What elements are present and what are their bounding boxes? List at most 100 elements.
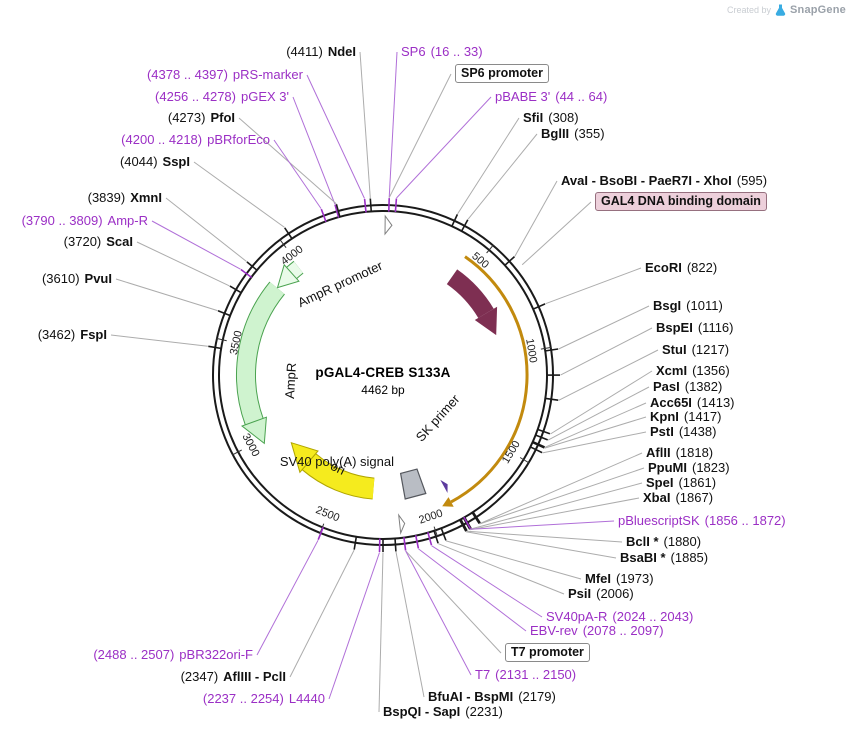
xcmi-name: XcmI bbox=[656, 363, 688, 378]
feature-box-gal4-dbd-box[interactable]: GAL4 DNA binding domain bbox=[595, 192, 767, 211]
site-label-bspei[interactable]: BspEI (1116) bbox=[656, 320, 734, 335]
feature-ampr-promoter[interactable] bbox=[276, 260, 304, 289]
ecori-post: (822) bbox=[686, 260, 718, 275]
bcli-post: (1880) bbox=[663, 534, 702, 549]
svg-text:2500: 2500 bbox=[314, 504, 341, 524]
feature-t7-promoter-arrow[interactable] bbox=[397, 513, 406, 535]
primer-label-t7[interactable]: T7 (2131 .. 2150) bbox=[475, 667, 576, 682]
site-label-mfei[interactable]: MfeI (1973) bbox=[585, 571, 654, 586]
site-label-scai[interactable]: (3720) ScaI bbox=[64, 234, 133, 249]
primer-label-ebv-rev[interactable]: EBV-rev (2078 .. 2097) bbox=[530, 623, 664, 638]
bsabi-name: BsaBI * bbox=[620, 550, 666, 565]
sp6-promoter-name: SP6 promoter bbox=[461, 66, 543, 80]
sspi-pre: (4044) bbox=[119, 154, 158, 169]
primer-label-pgex-3[interactable]: (4256 .. 4278) pGEX 3' bbox=[155, 89, 289, 104]
t7-post: (2131 .. 2150) bbox=[495, 667, 577, 682]
site-label-acc65i[interactable]: Acc65I (1413) bbox=[650, 395, 735, 410]
site-label-xbai[interactable]: XbaI (1867) bbox=[643, 490, 713, 505]
plasmid-length: 4462 bp bbox=[361, 383, 405, 397]
site-label-pvui[interactable]: (3610) PvuI bbox=[42, 271, 112, 286]
site-label-bglii[interactable]: BglII (355) bbox=[541, 126, 605, 141]
primer-label-prs-marker[interactable]: (4378 .. 4397) pRS-marker bbox=[147, 67, 303, 82]
bfuai-bspmi-name: BfuAI - BspMI bbox=[428, 689, 514, 704]
feature-ori[interactable] bbox=[290, 441, 375, 500]
site-label-sfii[interactable]: SfiI (308) bbox=[523, 110, 579, 125]
prs-marker-name: pRS-marker bbox=[232, 67, 303, 82]
t7-name: T7 bbox=[475, 667, 491, 682]
watermark-created-by: Created by bbox=[726, 5, 771, 15]
scai-name: ScaI bbox=[106, 234, 133, 249]
feature-sv40-polya[interactable] bbox=[399, 468, 427, 500]
svg-text:1000: 1000 bbox=[523, 338, 539, 364]
feature-box-t7-promoter[interactable]: T7 promoter bbox=[505, 643, 590, 662]
site-label-xmni[interactable]: (3839) XmnI bbox=[88, 190, 162, 205]
feature-ampr[interactable] bbox=[236, 281, 286, 445]
feature-fusion-cds-arc[interactable] bbox=[442, 255, 529, 507]
feature-text-ampr-promoter: AmpR promoter bbox=[295, 257, 385, 310]
pfoi-name: PfoI bbox=[210, 110, 235, 125]
fspi-pre: (3462) bbox=[37, 327, 76, 342]
site-label-avai-group[interactable]: AvaI - BsoBI - PaeR7I - XhoI (595) bbox=[561, 173, 767, 188]
sspi-name: SspI bbox=[162, 154, 190, 169]
kpni-name: KpnI bbox=[650, 409, 679, 424]
mfei-post: (1973) bbox=[616, 571, 654, 586]
pbluescriptsk-name: pBluescriptSK bbox=[618, 513, 700, 528]
site-label-bcli[interactable]: BclI * (1880) bbox=[626, 534, 701, 549]
site-label-psii[interactable]: PsiI (2006) bbox=[568, 586, 634, 601]
site-label-kpni[interactable]: KpnI (1417) bbox=[650, 409, 721, 424]
feature-sp6-promoter-arrow[interactable] bbox=[384, 214, 393, 236]
svg-text:500: 500 bbox=[469, 250, 491, 271]
aflii-post: (1818) bbox=[675, 445, 714, 460]
bsgi-name: BsgI bbox=[653, 298, 682, 313]
prs-marker-pre: (4378 .. 4397) bbox=[146, 67, 228, 82]
site-label-bsgi[interactable]: BsgI (1011) bbox=[653, 298, 723, 313]
sv40pa-r-post: (2024 .. 2043) bbox=[612, 609, 694, 624]
pbrforeco-name: pBRforEco bbox=[207, 132, 270, 147]
snapgene-logo-icon bbox=[775, 4, 786, 16]
site-label-stui[interactable]: StuI (1217) bbox=[662, 342, 729, 357]
pvui-name: PvuI bbox=[84, 271, 112, 286]
feature-sk-primer[interactable] bbox=[440, 479, 448, 493]
primer-label-pbabe-3[interactable]: pBABE 3' (44 .. 64) bbox=[495, 89, 607, 104]
feature-text-ori: ori bbox=[328, 458, 348, 478]
primer-label-pbluescriptsk[interactable]: pBluescriptSK (1856 .. 1872) bbox=[618, 513, 786, 528]
site-label-afliii-pcli[interactable]: (2347) AflIII - PclI bbox=[181, 669, 286, 684]
site-label-bsabi[interactable]: BsaBI * (1885) bbox=[620, 550, 708, 565]
site-label-xcmi[interactable]: XcmI (1356) bbox=[656, 363, 730, 378]
avai-group-name: AvaI - BsoBI - PaeR7I - XhoI bbox=[561, 173, 732, 188]
acc65i-post: (1413) bbox=[696, 395, 735, 410]
sp6-name: SP6 bbox=[401, 44, 426, 59]
site-label-pfoi[interactable]: (4273) PfoI bbox=[168, 110, 235, 125]
bspqi-sapi-name: BspQI - SapI bbox=[383, 704, 461, 719]
primer-label-pbrforeco[interactable]: (4200 .. 4218) pBRforEco bbox=[121, 132, 270, 147]
stui-name: StuI bbox=[662, 342, 687, 357]
svg-text:2000: 2000 bbox=[417, 507, 444, 526]
primer-label-sp6[interactable]: SP6 (16 .. 33) bbox=[401, 44, 483, 59]
primer-label-pbr322ori-f[interactable]: (2488 .. 2507) pBR322ori-F bbox=[93, 647, 253, 662]
site-label-fspi[interactable]: (3462) FspI bbox=[38, 327, 107, 342]
site-label-pasi[interactable]: PasI (1382) bbox=[653, 379, 722, 394]
feature-box-sp6-promoter[interactable]: SP6 promoter bbox=[455, 64, 549, 83]
primer-label-l4440[interactable]: (2237 .. 2254) L4440 bbox=[203, 691, 325, 706]
site-label-sspi[interactable]: (4044) SspI bbox=[120, 154, 190, 169]
site-label-psti[interactable]: PstI (1438) bbox=[650, 424, 716, 439]
bfuai-bspmi-post: (2179) bbox=[518, 689, 556, 704]
xbai-post: (1867) bbox=[675, 490, 714, 505]
site-label-ecori[interactable]: EcoRI (822) bbox=[645, 260, 717, 275]
primer-label-sv40pa-r[interactable]: SV40pA-R (2024 .. 2043) bbox=[546, 609, 693, 624]
pgex-3-name: pGEX 3' bbox=[240, 89, 289, 104]
bsabi-post: (1885) bbox=[670, 550, 709, 565]
bspqi-sapi-post: (2231) bbox=[465, 704, 503, 719]
site-ticks bbox=[208, 198, 560, 553]
feature-gal4-dbd[interactable] bbox=[446, 269, 498, 336]
site-label-bfuai-bspmi[interactable]: BfuAI - BspMI (2179) bbox=[428, 689, 556, 704]
site-label-ndei[interactable]: (4411) NdeI bbox=[286, 44, 356, 59]
site-label-ppumi[interactable]: PpuMI (1823) bbox=[648, 460, 730, 475]
snapgene-watermark: Created by SnapGene bbox=[727, 4, 846, 16]
site-label-spei[interactable]: SpeI (1861) bbox=[646, 475, 716, 490]
site-label-bspqi-sapi[interactable]: BspQI - SapI (2231) bbox=[383, 704, 503, 719]
primer-label-amp-r[interactable]: (3790 .. 3809) Amp-R bbox=[22, 213, 148, 228]
bglii-post: (355) bbox=[574, 126, 605, 141]
amp-r-pre: (3790 .. 3809) bbox=[21, 213, 103, 228]
site-label-aflii[interactable]: AflII (1818) bbox=[646, 445, 713, 460]
